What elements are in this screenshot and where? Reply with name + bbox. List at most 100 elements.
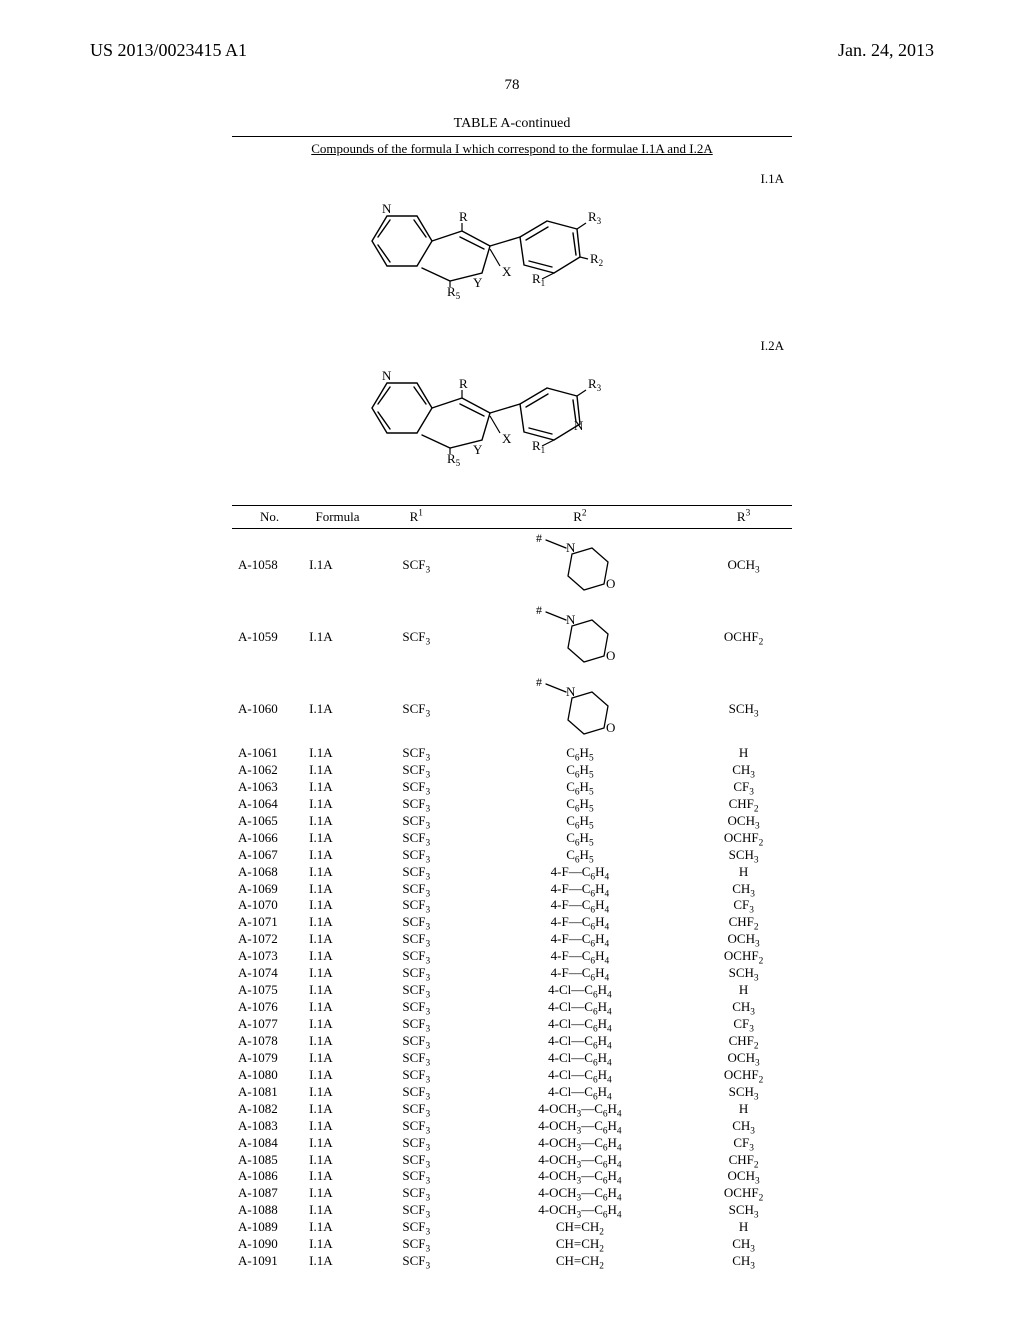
cell-no: A-1084 [232,1135,307,1152]
cell-r2: 4-F—C6H4 [465,864,696,881]
table-row: A-1080I.1ASCF34-Cl—C6H4OCHF2 [232,1067,792,1084]
cell-r1: SCF3 [368,1185,465,1202]
cell-no: A-1062 [232,762,307,779]
cell-r2: CH=CH2 [465,1236,696,1253]
cell-r1: SCF3 [368,1135,465,1152]
cell-r1: SCF3 [368,779,465,796]
table-row: A-1091I.1ASCF3CH=CH2CH3 [232,1253,792,1270]
table-row: A-1083I.1ASCF34-OCH3—C6H4CH3 [232,1118,792,1135]
table-row: A-1075I.1ASCF34-Cl—C6H4H [232,982,792,999]
col-r1: R1 [368,506,465,529]
cell-r1: SCF3 [368,948,465,965]
cell-no: A-1090 [232,1236,307,1253]
svg-text:O: O [606,576,615,591]
cell-r2: 4-F—C6H4 [465,881,696,898]
cell-r3: CF3 [695,779,792,796]
page: US 2013/0023415 A1 Jan. 24, 2013 78 TABL… [0,0,1024,1320]
table-row: A-1065I.1ASCF3C6H5OCH3 [232,813,792,830]
col-r3: R3 [695,506,792,529]
cell-formula: I.1A [307,830,368,847]
table-row: A-1062I.1ASCF3C6H5CH3 [232,762,792,779]
svg-text:R2: R2 [590,251,603,268]
cell-no: A-1083 [232,1118,307,1135]
cell-r1: SCF3 [368,931,465,948]
cell-r3: OCH3 [695,529,792,602]
cell-formula: I.1A [307,931,368,948]
cell-r3: CHF2 [695,1152,792,1169]
cell-formula: I.1A [307,529,368,602]
cell-r1: SCF3 [368,1118,465,1135]
cell-r3: OCHF2 [695,601,792,673]
cell-no: A-1073 [232,948,307,965]
cell-r2: 4-OCH3—C6H4 [465,1168,696,1185]
cell-r1: SCF3 [368,864,465,881]
svg-text:O: O [606,720,615,735]
table-row: A-1081I.1ASCF34-Cl—C6H4SCH3 [232,1084,792,1101]
svg-text:X: X [502,431,512,446]
cell-r2: 4-F—C6H4 [465,897,696,914]
cell-formula: I.1A [307,1118,368,1135]
cell-no: A-1071 [232,914,307,931]
cell-r3: CF3 [695,1016,792,1033]
cell-no: A-1087 [232,1185,307,1202]
svg-text:N: N [382,368,392,383]
structure-i2a-svg: N R R5 Y X R1 N R3 [342,338,662,488]
cell-r3: OCHF2 [695,1067,792,1084]
cell-formula: I.1A [307,1185,368,1202]
cell-formula: I.1A [307,1253,368,1270]
cell-r2: C6H5 [465,796,696,813]
cell-r1: SCF3 [368,745,465,762]
cell-r2: 4-Cl—C6H4 [465,982,696,999]
cell-r1: SCF3 [368,830,465,847]
cell-no: A-1089 [232,1219,307,1236]
cell-r2: 4-F—C6H4 [465,914,696,931]
cell-formula: I.1A [307,673,368,745]
cell-no: A-1081 [232,1084,307,1101]
svg-text:X: X [502,264,512,279]
col-no: No. [232,506,307,529]
cell-r2: C6H5 [465,762,696,779]
cell-formula: I.1A [307,1084,368,1101]
table-row: A-1067I.1ASCF3C6H5SCH3 [232,847,792,864]
cell-r1: SCF3 [368,813,465,830]
svg-text:R1: R1 [532,438,545,455]
structure-i1a: I.1A [232,171,792,326]
cell-formula: I.1A [307,965,368,982]
cell-no: A-1075 [232,982,307,999]
cell-r1: SCF3 [368,1016,465,1033]
cell-r3: CHF2 [695,1033,792,1050]
cell-r3: SCH3 [695,965,792,982]
cell-r2: C6H5 [465,847,696,864]
cell-no: A-1080 [232,1067,307,1084]
table-row: A-1077I.1ASCF34-Cl—C6H4CF3 [232,1016,792,1033]
cell-r2: 4-OCH3—C6H4 [465,1135,696,1152]
cell-r2: # N O [465,601,696,673]
cell-no: A-1068 [232,864,307,881]
table-row: A-1059I.1ASCF3 # N O OCHF2 [232,601,792,673]
cell-r3: H [695,745,792,762]
cell-no: A-1088 [232,1202,307,1219]
cell-no: A-1061 [232,745,307,762]
cell-formula: I.1A [307,1101,368,1118]
svg-text:#: # [536,675,542,689]
cell-r3: OCHF2 [695,830,792,847]
cell-r2: 4-Cl—C6H4 [465,1016,696,1033]
svg-text:Y: Y [473,442,483,457]
cell-r3: CH3 [695,1118,792,1135]
cell-r3: CH3 [695,999,792,1016]
cell-formula: I.1A [307,1152,368,1169]
cell-r3: SCH3 [695,1084,792,1101]
cell-r3: OCH3 [695,931,792,948]
cell-r1: SCF3 [368,1050,465,1067]
cell-no: A-1070 [232,897,307,914]
cell-no: A-1072 [232,931,307,948]
cell-formula: I.1A [307,1168,368,1185]
cell-r2: CH=CH2 [465,1253,696,1270]
table-row: A-1086I.1ASCF34-OCH3—C6H4OCH3 [232,1168,792,1185]
cell-r2: 4-OCH3—C6H4 [465,1101,696,1118]
cell-r1: SCF3 [368,673,465,745]
svg-text:R3: R3 [588,376,602,393]
table-row: A-1082I.1ASCF34-OCH3—C6H4H [232,1101,792,1118]
cell-r2: CH=CH2 [465,1219,696,1236]
cell-no: A-1063 [232,779,307,796]
